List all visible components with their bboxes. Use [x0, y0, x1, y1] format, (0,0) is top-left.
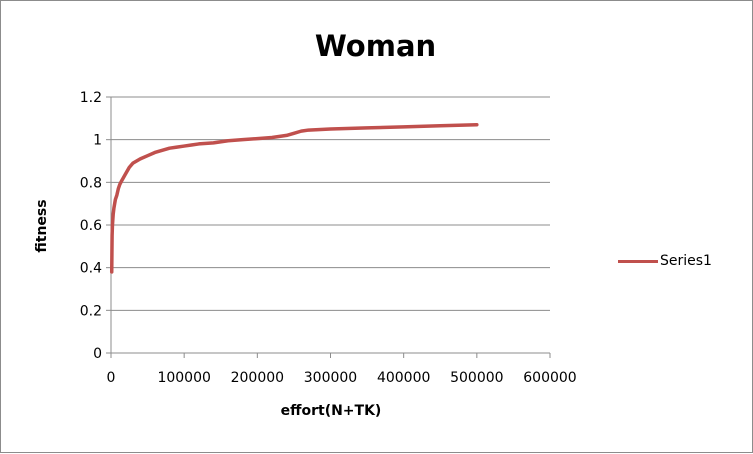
x-tick-label: 600000: [523, 370, 576, 386]
axes: [106, 96, 551, 358]
y-tick-label: 0: [93, 346, 102, 362]
x-axis-label: effort(N+TK): [280, 403, 382, 419]
y-tick-label: 1: [93, 133, 102, 149]
x-tick-label: 0: [107, 370, 116, 386]
x-tick-label: 100000: [157, 370, 210, 386]
y-tick-label: 0.8: [80, 175, 102, 191]
x-tick-label: 500000: [450, 370, 503, 386]
legend-swatch: [618, 259, 658, 263]
x-tick-label: 200000: [231, 370, 284, 386]
legend: Series1: [618, 253, 712, 269]
series-line-series1: [109, 122, 479, 274]
x-tick-label: 300000: [304, 370, 357, 386]
y-tick-label: 1.2: [80, 90, 102, 106]
y-tick-label: 0.4: [80, 261, 102, 277]
series-layer: [109, 122, 479, 274]
y-tick-label: 0.2: [80, 303, 102, 319]
y-tick-label: 0.6: [80, 218, 102, 234]
tick-labels: 0 0.2 0.4 0.6 0.8 1 1.2 0 100000 200000 300000 4000…: [80, 90, 577, 386]
x-tick-label: 400000: [377, 370, 430, 386]
gridlines: [111, 96, 550, 311]
legend-entry-series1: Series1: [660, 253, 712, 269]
chart-title: Woman: [314, 29, 437, 63]
y-axis-label: fitness: [34, 199, 50, 253]
